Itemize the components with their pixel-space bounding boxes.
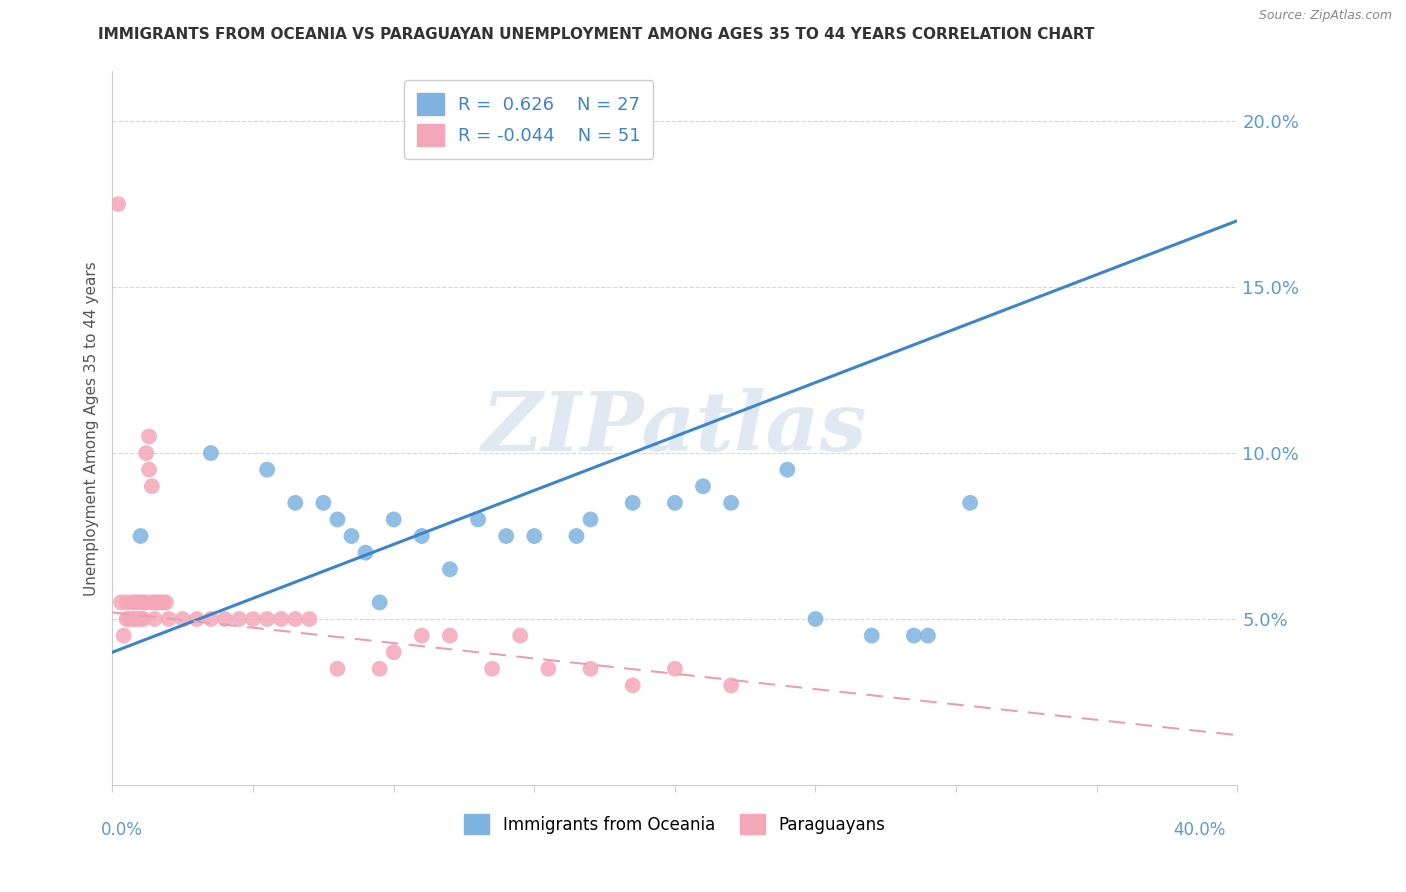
- Point: [382, 512, 405, 526]
- Point: [110, 595, 132, 609]
- Point: [776, 463, 799, 477]
- Point: [256, 463, 278, 477]
- Point: [121, 612, 143, 626]
- Point: [481, 662, 503, 676]
- Point: [135, 446, 157, 460]
- Point: [143, 595, 166, 609]
- Y-axis label: Unemployment Among Ages 35 to 44 years: Unemployment Among Ages 35 to 44 years: [83, 260, 98, 596]
- Point: [141, 595, 163, 609]
- Point: [565, 529, 588, 543]
- Legend: Immigrants from Oceania, Paraguayans: Immigrants from Oceania, Paraguayans: [458, 807, 891, 841]
- Point: [467, 512, 489, 526]
- Point: [537, 662, 560, 676]
- Point: [439, 629, 461, 643]
- Point: [242, 612, 264, 626]
- Point: [270, 612, 292, 626]
- Point: [621, 678, 644, 692]
- Point: [903, 629, 925, 643]
- Point: [692, 479, 714, 493]
- Point: [354, 546, 377, 560]
- Point: [411, 529, 433, 543]
- Point: [439, 562, 461, 576]
- Point: [368, 595, 391, 609]
- Point: [959, 496, 981, 510]
- Point: [135, 595, 157, 609]
- Text: ZIPatlas: ZIPatlas: [482, 388, 868, 468]
- Point: [107, 197, 129, 211]
- Point: [579, 662, 602, 676]
- Point: [129, 612, 152, 626]
- Point: [115, 612, 138, 626]
- Point: [138, 463, 160, 477]
- Text: Source: ZipAtlas.com: Source: ZipAtlas.com: [1258, 9, 1392, 22]
- Point: [804, 612, 827, 626]
- Point: [720, 496, 742, 510]
- Point: [312, 496, 335, 510]
- Point: [664, 662, 686, 676]
- Point: [115, 595, 138, 609]
- Text: IMMIGRANTS FROM OCEANIA VS PARAGUAYAN UNEMPLOYMENT AMONG AGES 35 TO 44 YEARS COR: IMMIGRANTS FROM OCEANIA VS PARAGUAYAN UN…: [98, 27, 1095, 42]
- Point: [621, 496, 644, 510]
- Point: [112, 629, 135, 643]
- Point: [860, 629, 883, 643]
- Point: [298, 612, 321, 626]
- Point: [368, 662, 391, 676]
- Point: [326, 662, 349, 676]
- Point: [129, 529, 152, 543]
- Point: [118, 612, 141, 626]
- Point: [256, 612, 278, 626]
- Point: [127, 595, 149, 609]
- Point: [152, 595, 174, 609]
- Point: [121, 595, 143, 609]
- Point: [664, 496, 686, 510]
- Point: [132, 612, 155, 626]
- Point: [200, 446, 222, 460]
- Point: [143, 612, 166, 626]
- Point: [720, 678, 742, 692]
- Point: [917, 629, 939, 643]
- Point: [129, 595, 152, 609]
- Point: [186, 612, 208, 626]
- Point: [149, 595, 172, 609]
- Point: [138, 429, 160, 443]
- Point: [124, 612, 146, 626]
- Point: [124, 595, 146, 609]
- Point: [132, 595, 155, 609]
- Point: [214, 612, 236, 626]
- Point: [382, 645, 405, 659]
- Point: [146, 595, 169, 609]
- Point: [141, 479, 163, 493]
- Point: [200, 612, 222, 626]
- Point: [157, 612, 180, 626]
- Point: [340, 529, 363, 543]
- Point: [326, 512, 349, 526]
- Point: [495, 529, 517, 543]
- Point: [228, 612, 250, 626]
- Point: [523, 529, 546, 543]
- Point: [284, 612, 307, 626]
- Point: [284, 496, 307, 510]
- Point: [155, 595, 177, 609]
- Point: [579, 512, 602, 526]
- Point: [127, 612, 149, 626]
- Point: [172, 612, 194, 626]
- Point: [411, 629, 433, 643]
- Text: 40.0%: 40.0%: [1174, 821, 1226, 838]
- Text: 0.0%: 0.0%: [101, 821, 143, 838]
- Point: [509, 629, 531, 643]
